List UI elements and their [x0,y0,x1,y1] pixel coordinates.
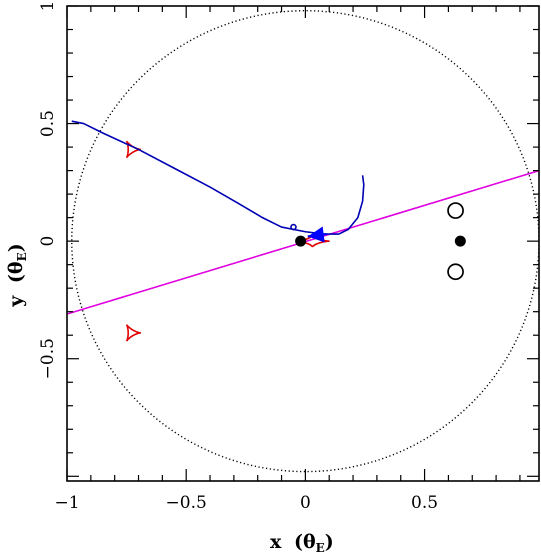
y-tick-label: −0.5 [38,338,58,379]
x-axis-label: x (θE) [270,531,334,555]
source-trajectory [71,120,365,235]
y-axis-label: y (θE) [5,243,29,308]
trajectory-marker [290,223,297,231]
y-axis-label-letter: y [5,295,27,308]
lens-mass-1 [295,235,307,247]
y-axis-unit-open: ( [5,274,27,283]
image-2 [447,263,464,281]
lens-mass-2 [454,235,466,247]
x-axis-unit-symbol: θ [303,531,316,553]
x-axis-unit-open: ( [294,531,303,553]
x-tick-label: 0 [300,493,311,513]
plot-area [67,10,539,473]
x-tick-label: −1 [54,493,79,513]
image-1 [447,202,464,219]
y-axis-unit-subscript: E [15,252,29,261]
y-tick-label: 0 [38,236,58,247]
y-tick-label: 0.5 [38,110,58,137]
x-axis-unit-close: ) [325,531,334,553]
plot-frame [66,5,540,482]
x-axis-label-letter: x [270,531,282,553]
x-tick-label: −0.5 [166,493,207,513]
y-tick-label: 1 [38,1,58,12]
axis-ticks: −1 −0.5 0 0.5 1 0.5 0 −0.5 [38,1,539,513]
arrow-head [307,226,325,243]
y-axis-unit-close: ) [5,243,27,252]
x-axis-unit-subscript: E [316,541,325,555]
caustic-lower-planetary [125,324,141,342]
y-axis-unit-symbol: θ [5,261,27,274]
x-tick-label: 0.5 [411,493,438,513]
